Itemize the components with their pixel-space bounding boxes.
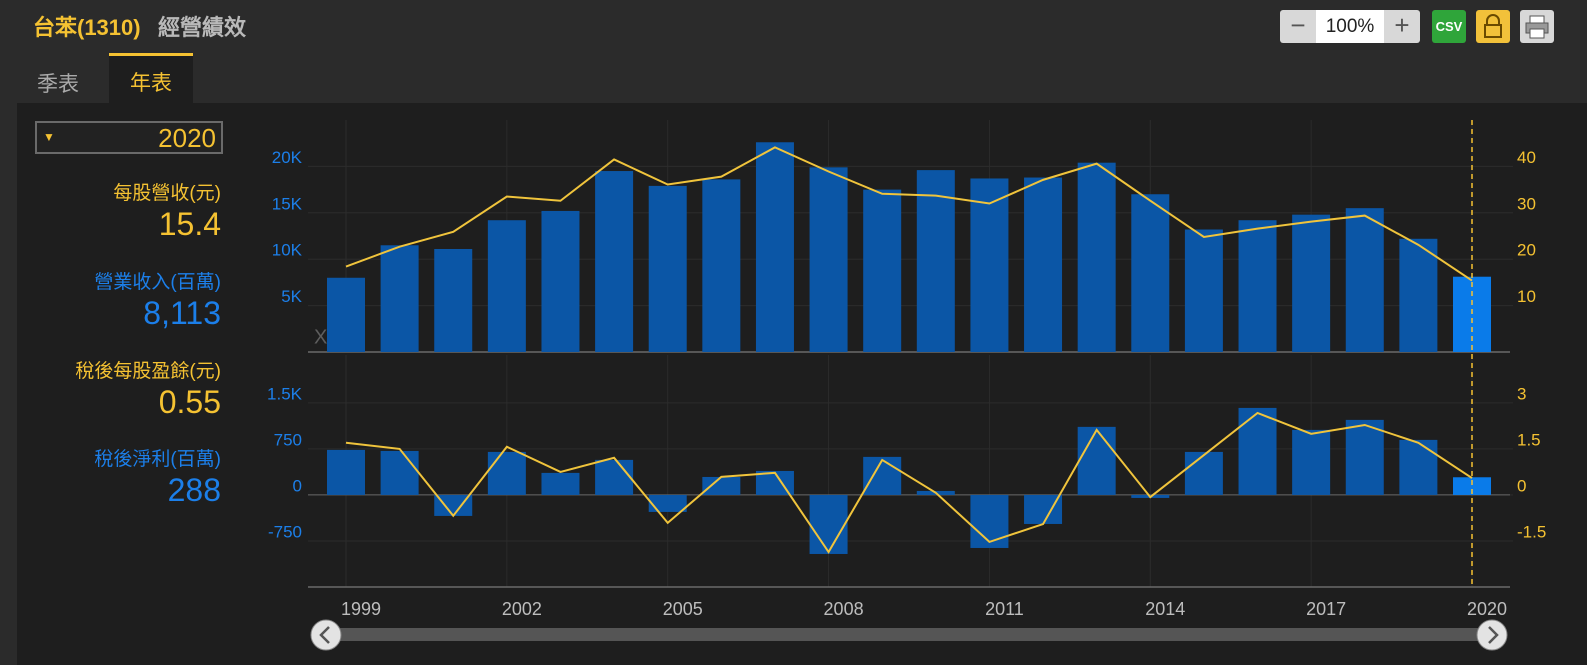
sidebar-label: 稅後每股盈餘(元) bbox=[75, 361, 221, 382]
print-button[interactable] bbox=[1520, 10, 1554, 43]
zoom-in[interactable]: + bbox=[1394, 10, 1410, 40]
chevron bbox=[319, 626, 330, 644]
sidebar-value: 8,113 bbox=[143, 295, 221, 331]
y-tick-label: 10K bbox=[272, 241, 303, 260]
bar bbox=[1184, 229, 1223, 352]
sidebar-label: 每股營收(元) bbox=[113, 183, 221, 204]
title: 台苯(1310) bbox=[33, 15, 141, 40]
bar bbox=[755, 470, 794, 495]
x-tick-label: 2017 bbox=[1306, 599, 1346, 619]
selected-year: 2020 bbox=[158, 123, 216, 153]
bar bbox=[863, 189, 902, 352]
panel bbox=[17, 103, 1587, 665]
sidebar-label: 營業收入(百萬) bbox=[94, 272, 221, 293]
scroll-right[interactable] bbox=[1476, 619, 1508, 651]
bar bbox=[1077, 426, 1116, 495]
y2-tick-label: 0 bbox=[1517, 476, 1526, 495]
y2-tick-label: 10 bbox=[1517, 287, 1536, 306]
bar bbox=[702, 179, 741, 352]
bar bbox=[1024, 177, 1063, 352]
y-tick-label: -750 bbox=[268, 522, 302, 541]
line bbox=[345, 146, 1473, 282]
y-tick-label: 1.5K bbox=[267, 384, 303, 403]
x-tick-label: 2020 bbox=[1467, 599, 1507, 619]
bar bbox=[1345, 208, 1384, 352]
scroll-button bbox=[1476, 619, 1508, 651]
sidebar-label: 稅後淨利(百萬) bbox=[94, 449, 221, 470]
bar bbox=[327, 449, 365, 495]
bar bbox=[863, 456, 902, 495]
x-tick-label: 2014 bbox=[1145, 599, 1185, 619]
lock-button[interactable] bbox=[1476, 10, 1510, 43]
bar bbox=[380, 245, 419, 352]
scroll-track bbox=[326, 628, 1492, 641]
zoom-control: − 100% + bbox=[1280, 10, 1420, 43]
y-tick-label: 20K bbox=[272, 148, 303, 167]
y2-tick-label: 40 bbox=[1517, 148, 1536, 167]
bar bbox=[1399, 238, 1438, 352]
bar bbox=[1238, 407, 1277, 495]
bar bbox=[702, 476, 741, 495]
bar bbox=[648, 185, 687, 352]
bar bbox=[970, 494, 1009, 548]
x-tick-label: 2005 bbox=[663, 599, 703, 619]
zoom-level: 100% bbox=[1316, 10, 1384, 43]
x-tick-label: 2002 bbox=[502, 599, 542, 619]
bar bbox=[1077, 162, 1116, 352]
sidebar-value: 288 bbox=[167, 472, 221, 508]
bar bbox=[809, 167, 848, 352]
bar bbox=[434, 494, 473, 516]
chevron bbox=[1488, 626, 1499, 644]
y2-tick-label: 30 bbox=[1517, 194, 1536, 213]
bar bbox=[809, 494, 848, 554]
bar bbox=[1024, 494, 1063, 524]
sidebar-value: 15.4 bbox=[158, 206, 221, 242]
dropdown-arrow: ▼ bbox=[43, 130, 55, 144]
y2-tick-label: 3 bbox=[1517, 384, 1526, 403]
bar bbox=[541, 472, 580, 495]
bar bbox=[380, 450, 419, 495]
bar bbox=[541, 210, 580, 352]
csv-button[interactable]: CSV bbox=[1432, 10, 1466, 43]
bar bbox=[595, 171, 634, 352]
subtitle: 經營績效 bbox=[158, 15, 247, 40]
bar bbox=[970, 178, 1009, 352]
bar bbox=[648, 494, 687, 512]
bar bbox=[327, 277, 365, 352]
bar bbox=[1399, 439, 1438, 495]
bar bbox=[1292, 214, 1331, 352]
tab-active[interactable]: 年表 bbox=[109, 53, 193, 103]
line bbox=[345, 411, 1473, 554]
y-tick-label: 15K bbox=[272, 194, 303, 213]
zoom-out[interactable]: − bbox=[1290, 10, 1306, 40]
bar bbox=[1292, 429, 1331, 495]
scroll-left[interactable] bbox=[310, 619, 342, 651]
bar bbox=[1238, 220, 1277, 352]
sidebar-value: 0.55 bbox=[158, 384, 221, 420]
y-tick-label: 5K bbox=[281, 287, 302, 306]
bar bbox=[487, 451, 526, 495]
bar bbox=[1453, 477, 1491, 495]
x-tick-label: 1999 bbox=[341, 599, 381, 619]
bar bbox=[1184, 451, 1223, 495]
bar bbox=[595, 459, 634, 495]
y-tick-label: 0 bbox=[293, 476, 302, 495]
bar bbox=[434, 248, 473, 352]
bar bbox=[1345, 419, 1384, 495]
bar bbox=[916, 170, 955, 352]
bar bbox=[487, 220, 526, 352]
y2-tick-label: -1.5 bbox=[1517, 522, 1546, 541]
x-tick-label: 2008 bbox=[824, 599, 864, 619]
year-select[interactable]: ▼ 2020 bbox=[35, 121, 223, 154]
y2-tick-label: 20 bbox=[1517, 241, 1536, 260]
scroll-button bbox=[310, 619, 342, 651]
bar bbox=[755, 142, 794, 352]
bar bbox=[1131, 194, 1170, 352]
tab[interactable]: 季表 bbox=[37, 73, 79, 96]
x-tick-label: 2011 bbox=[985, 599, 1024, 619]
y-tick-label: 750 bbox=[274, 430, 302, 449]
y2-tick-label: 1.5 bbox=[1517, 430, 1541, 449]
